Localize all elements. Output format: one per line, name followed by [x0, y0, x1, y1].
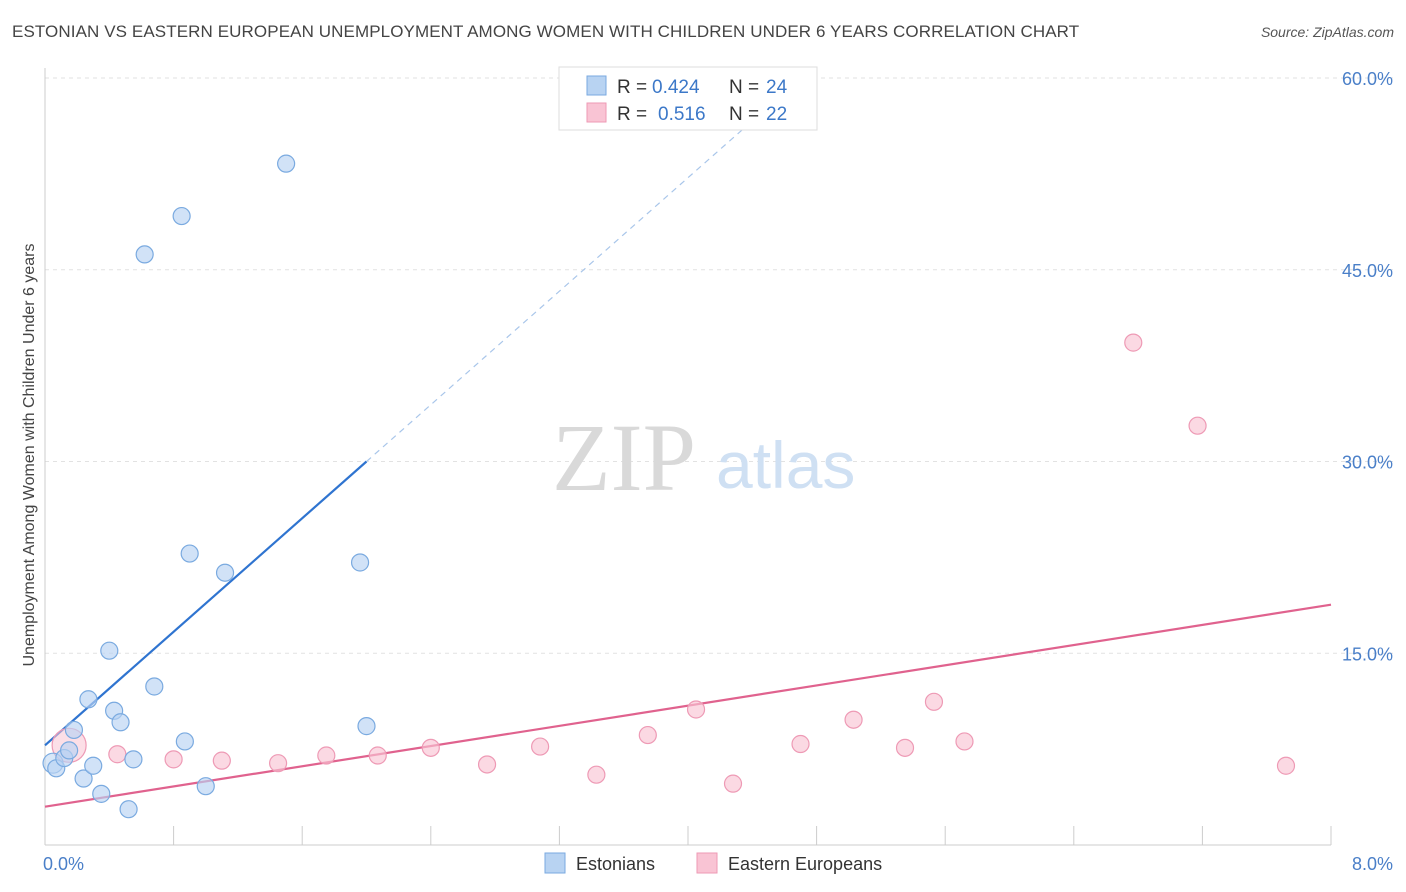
point-estonians-18: [180, 544, 199, 563]
point-estonians-9: [100, 641, 119, 660]
point-estonians-6: [79, 690, 98, 709]
series-legend-swatch-eastern: [696, 852, 718, 874]
point-eastern-4: [268, 754, 288, 773]
stats-legend-r-value-2: 0.516: [658, 104, 706, 125]
point-eastern-2: [164, 750, 183, 769]
point-estonians-4: [64, 720, 84, 740]
stats-legend-n-value-2: 22: [766, 104, 787, 125]
point-estonians-11: [111, 713, 130, 732]
point-estonians-21: [277, 154, 296, 173]
point-estonians-3: [60, 741, 79, 760]
stats-legend-r-label-1: R =: [617, 77, 647, 98]
point-eastern-12: [686, 700, 706, 719]
stats-legend-n-label-2: N =: [729, 104, 759, 125]
point-estonians-13: [124, 750, 143, 769]
watermark-atlas: atlas: [716, 428, 855, 502]
stats-legend-swatch-estonians: [586, 75, 607, 96]
point-eastern-20: [1188, 416, 1207, 435]
point-eastern-1: [108, 745, 127, 764]
series-legend-label-eastern: Eastern Europeans: [728, 854, 882, 874]
point-eastern-14: [791, 734, 810, 754]
x-tick-label-1: 8.0%: [1352, 854, 1393, 874]
stats-legend-swatch-eastern: [586, 102, 607, 123]
series-legend: Estonians Eastern Europeans: [544, 852, 882, 874]
point-estonians-22: [350, 553, 370, 572]
y-tick-label-2: 45.0%: [1342, 261, 1393, 281]
point-eastern-6: [368, 746, 387, 765]
point-estonians-20: [215, 563, 235, 582]
point-estonians-8: [92, 784, 111, 803]
stats-legend-r-label-2: R =: [617, 104, 647, 125]
point-eastern-10: [587, 765, 606, 784]
y-tick-label-3: 60.0%: [1342, 69, 1393, 89]
stats-legend-n-value-1: 24: [766, 77, 788, 98]
point-eastern-3: [212, 751, 231, 770]
point-estonians-16: [172, 206, 191, 226]
trend-line-estonians: [44, 460, 368, 747]
watermark: ZIP atlas: [552, 404, 855, 511]
y-tick-label-0: 15.0%: [1342, 644, 1393, 664]
chart-source: Source: ZipAtlas.com: [1260, 24, 1394, 40]
point-estonians-19: [196, 777, 215, 796]
point-eastern-17: [924, 692, 944, 711]
point-eastern-9: [531, 737, 550, 756]
point-eastern-16: [895, 738, 915, 757]
point-eastern-15: [844, 710, 863, 729]
chart-title: ESTONIAN VS EASTERN EUROPEAN UNEMPLOYMEN…: [12, 22, 1080, 41]
point-eastern-13: [723, 774, 743, 793]
point-estonians-15: [145, 677, 164, 696]
point-estonians-12: [119, 800, 138, 819]
point-estonians-5: [74, 769, 93, 788]
watermark-zip: ZIP: [552, 404, 696, 511]
point-eastern-7: [421, 738, 440, 757]
point-estonians-23: [357, 717, 376, 736]
x-tick-label-0: 0.0%: [43, 854, 84, 874]
stats-legend-r-value-1: 0.424: [652, 77, 700, 98]
series-legend-label-estonians: Estonians: [576, 854, 655, 874]
point-estonians-14: [135, 245, 154, 264]
point-eastern-11: [638, 725, 657, 745]
stats-legend-n-label-1: N =: [729, 77, 759, 98]
tick-labels: 15.0% 30.0% 45.0% 60.0% 0.0% 8.0%: [43, 69, 1393, 874]
trend-line-estonians-extension: [366, 106, 769, 462]
stats-legend: R = 0.424 N = 24 R = 0.516 N = 22: [558, 66, 818, 131]
point-eastern-8: [477, 755, 497, 774]
data-points: [42, 154, 1296, 819]
point-estonians-17: [175, 732, 194, 751]
point-eastern-18: [955, 732, 974, 751]
y-tick-label-1: 30.0%: [1342, 453, 1393, 473]
point-estonians-7: [84, 756, 103, 775]
axes: [44, 68, 1332, 846]
series-legend-swatch-estonians: [544, 852, 566, 874]
y-axis-label: Unemployment Among Women with Children U…: [21, 243, 38, 666]
point-eastern-21: [1276, 756, 1296, 775]
point-eastern-19: [1124, 333, 1143, 352]
point-eastern-5: [317, 746, 336, 765]
